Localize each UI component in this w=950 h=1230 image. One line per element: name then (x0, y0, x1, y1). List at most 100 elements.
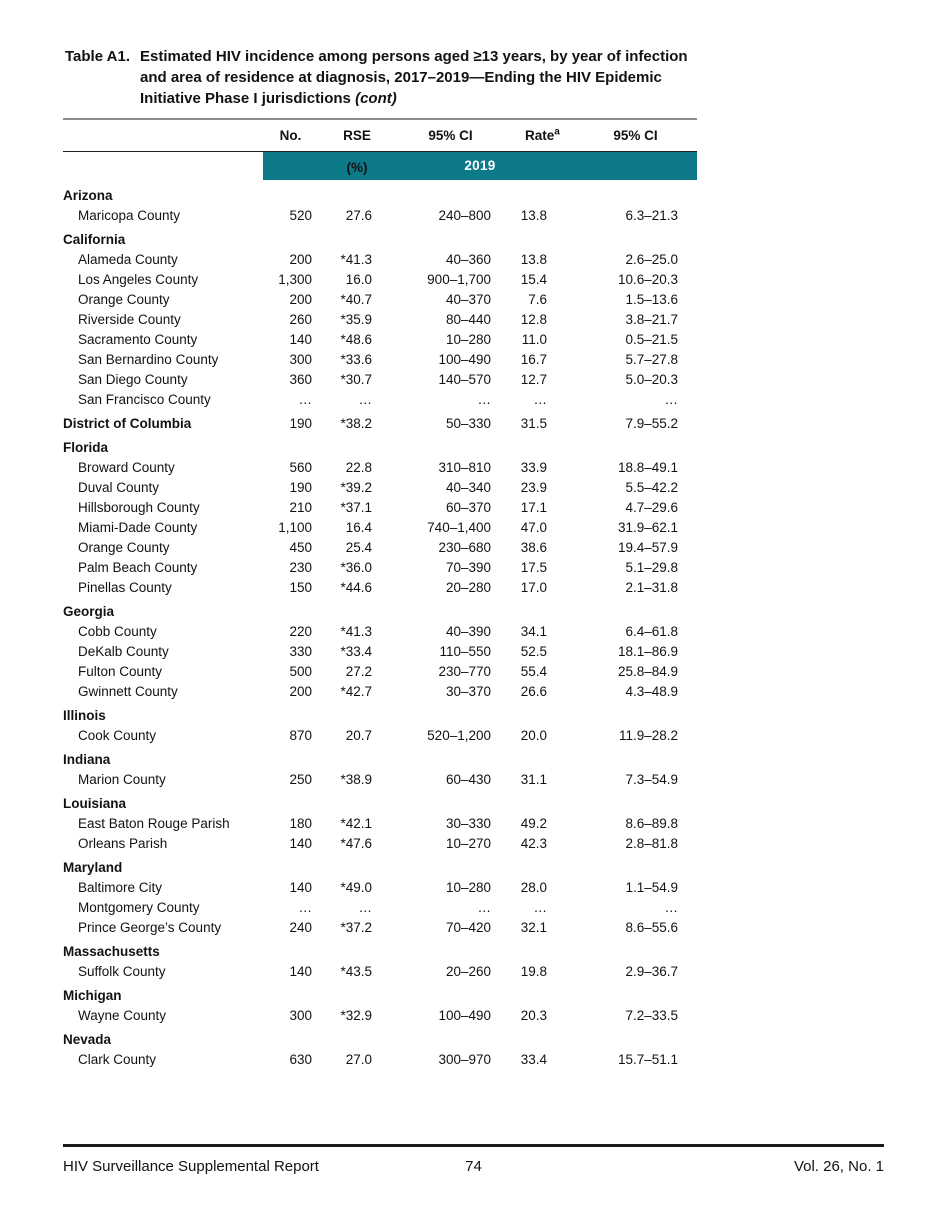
county-row: Los Angeles County 1,300 16.0 900–1,700 15.4… (63, 270, 697, 290)
rate-cell: 31.1 (520, 772, 547, 787)
rate-cell: 13.8 (520, 208, 547, 223)
ci-cell (380, 794, 495, 814)
rse-cell (318, 706, 380, 726)
rse-cell: 22.8 (345, 460, 372, 475)
rate-footnote-marker: a (554, 126, 560, 138)
no-cell: 300 (289, 352, 312, 367)
rate-cell (495, 602, 550, 622)
area-name-cell: Marion County (78, 772, 166, 787)
county-row: Cobb County 220 *41.3 40–390 34.1 6.4–61.8 (63, 622, 697, 642)
rse-cell: *37.2 (340, 920, 372, 935)
rse-cell: *42.7 (340, 684, 372, 699)
rse-cell: *44.6 (340, 580, 372, 595)
no-cell: 1,300 (278, 272, 312, 287)
rate-ci-cell: 8.6–55.6 (625, 920, 678, 935)
rate-cell (495, 794, 550, 814)
ci-cell (380, 750, 495, 770)
incidence-table: No. RSE (%) 95% CI Ratea 95% CI 2019 Ari… (63, 118, 697, 1070)
no-cell: 240 (289, 920, 312, 935)
area-name-cell: East Baton Rouge Parish (78, 816, 230, 831)
rse-cell (318, 230, 380, 250)
county-row: East Baton Rouge Parish 180 *42.1 30–330 49.… (63, 814, 697, 834)
no-cell: 210 (289, 500, 312, 515)
rate-cell: … (533, 900, 548, 915)
area-name-cell: Suffolk County (78, 964, 166, 979)
county-row: Alameda County 200 *41.3 40–360 13.8 2.6–25.0 (63, 250, 697, 270)
footer-report-name: HIV Surveillance Supplemental Report (63, 1158, 319, 1175)
county-row: San Francisco County…………… (63, 390, 697, 410)
no-cell: 200 (289, 292, 312, 307)
state-row: Louisiana (63, 790, 697, 814)
rate-cell: 11.0 (521, 332, 547, 347)
ci-cell: 40–370 (445, 292, 491, 307)
county-row: Baltimore City 140 *49.0 10–280 28.0 1.1–54.9 (63, 878, 697, 898)
rate-ci-cell (550, 750, 697, 770)
ci-cell: 40–390 (445, 624, 491, 639)
ci-cell (380, 438, 495, 458)
table-title-line: Epidemic Initiative Phase I jurisdiction… (140, 69, 662, 107)
ci-cell: 310–810 (438, 460, 491, 475)
area-name-cell: Hillsborough County (78, 500, 200, 515)
rate-cell: 15.4 (520, 272, 547, 287)
ci-cell (380, 858, 495, 878)
no-cell: 180 (289, 816, 312, 831)
rse-cell: *38.2 (340, 416, 372, 431)
rate-cell: 17.1 (520, 500, 547, 515)
rse-cell (318, 794, 380, 814)
footer-volume: Vol. 26, No. 1 (793, 1158, 884, 1175)
ci-cell: 20–280 (445, 580, 491, 595)
no-cell: 140 (289, 880, 312, 895)
rse-cell: *41.3 (340, 252, 372, 267)
no-cell (263, 602, 318, 622)
area-name-cell: Maricopa County (78, 208, 181, 223)
area-name-cell: Clark County (78, 1052, 157, 1067)
ci-cell: … (477, 900, 492, 915)
rate-ci-cell: 5.7–27.8 (625, 352, 678, 367)
state-name-cell: District of Columbia (63, 416, 192, 431)
rate-ci-cell: 5.1–29.8 (625, 560, 678, 575)
county-row: Orange County 450 25.4 230–680 38.6 19.4–57.9 (63, 538, 697, 558)
no-cell: 360 (289, 372, 312, 387)
table-title-cont: (cont) (355, 90, 397, 107)
rse-cell: *39.2 (340, 480, 372, 495)
county-row: Orleans Parish 140 *47.6 10–270 42.3 2.8–81.8 (63, 834, 697, 854)
rate-ci-cell (550, 1030, 697, 1050)
col-rse: RSE (%) (343, 128, 371, 175)
rate-cell: 16.7 (520, 352, 547, 367)
rate-cell: 32.1 (520, 920, 547, 935)
state-name-cell: California (63, 232, 126, 247)
area-name-cell: Alameda County (78, 252, 178, 267)
rse-cell: 27.2 (345, 664, 372, 679)
area-name-cell: Palm Beach County (78, 560, 198, 575)
rse-cell: 27.0 (345, 1052, 372, 1067)
state-row: California (63, 226, 697, 250)
no-cell: 1,100 (278, 520, 312, 535)
ci-cell: 40–360 (445, 252, 491, 267)
rse-cell (318, 186, 380, 206)
county-row: Clark County 630 27.0 300–970 33.4 15.7–51.1 (63, 1050, 697, 1070)
state-row: Michigan (63, 982, 697, 1006)
no-cell: … (298, 392, 313, 407)
ci-cell: 230–770 (438, 664, 491, 679)
ci-cell: 10–270 (445, 836, 491, 851)
table-title: Table A1. Estimated HIV incidence among … (65, 46, 705, 109)
area-name-cell: Orleans Parish (78, 836, 168, 851)
rate-ci-cell (550, 858, 697, 878)
rate-ci-cell: 8.6–89.8 (625, 816, 678, 831)
rate-ci-cell: 7.9–55.2 (625, 416, 678, 431)
rate-ci-cell: 10.6–20.3 (617, 272, 678, 287)
rse-cell: … (358, 900, 373, 915)
state-name-cell: Arizona (63, 188, 113, 203)
state-row: Arizona (63, 182, 697, 206)
ci-cell: 80–440 (445, 312, 491, 327)
rate-ci-cell (550, 942, 697, 962)
no-cell: 500 (289, 664, 312, 679)
rse-cell: *30.7 (340, 372, 372, 387)
no-cell: 190 (289, 480, 312, 495)
no-cell: 230 (289, 560, 312, 575)
no-cell: 200 (289, 252, 312, 267)
ci-cell: 10–280 (445, 880, 491, 895)
county-row: DeKalb County 330 *33.4 110–550 52.5 18.1–86.… (63, 642, 697, 662)
rate-ci-cell (550, 986, 697, 1006)
rse-cell: *47.6 (340, 836, 372, 851)
